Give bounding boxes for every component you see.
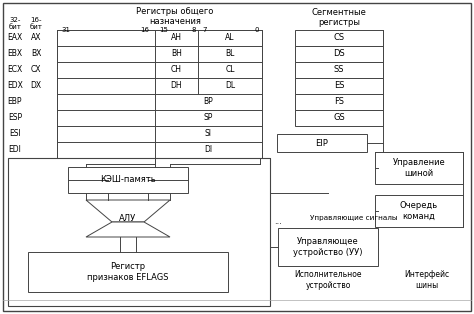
Bar [28,252,228,292]
Text: DH: DH [171,82,182,90]
Text: 7: 7 [202,27,207,33]
Text: BP: BP [204,98,213,106]
Bar [57,30,262,158]
Text: Исполнительное
устройство: Исполнительное устройство [294,270,362,290]
Bar [295,94,383,110]
Text: CH: CH [171,66,182,74]
Text: ESI: ESI [9,129,21,138]
Bar [295,46,383,62]
Text: Управление
шиной: Управление шиной [392,158,446,178]
Text: Управляющие сигналы: Управляющие сигналы [310,215,398,221]
Text: BH: BH [171,50,182,58]
Text: FS: FS [334,98,344,106]
Bar [295,30,383,46]
Text: КЭШ-память: КЭШ-память [100,176,156,185]
Bar [277,134,367,152]
Bar [295,110,383,126]
Text: DS: DS [333,50,345,58]
Polygon shape [86,222,170,237]
Bar [278,228,378,266]
Text: GS: GS [333,113,345,122]
Text: Управляющее
устройство (УУ): Управляющее устройство (УУ) [293,237,363,257]
Text: 16-
бит: 16- бит [29,17,43,30]
Text: SP: SP [204,113,213,122]
Text: ES: ES [334,82,344,90]
Text: EIP: EIP [316,138,328,148]
Text: BX: BX [31,50,41,58]
Text: ECX: ECX [8,66,23,74]
Text: CL: CL [225,66,235,74]
Bar [295,62,383,78]
Bar [295,78,383,94]
Text: DX: DX [30,82,42,90]
Text: 31: 31 [61,27,70,33]
Text: CX: CX [31,66,41,74]
Bar [375,152,463,184]
Text: 16: 16 [140,27,149,33]
Text: Регистр
признаков EFLAGS: Регистр признаков EFLAGS [87,262,169,282]
Bar [68,167,188,193]
Text: 15: 15 [159,27,168,33]
Bar [8,158,270,306]
Text: Сегментные
регистры: Сегментные регистры [311,8,366,27]
Text: EAX: EAX [8,34,23,42]
Polygon shape [86,200,170,222]
Text: Интерфейс
шины: Интерфейс шины [404,270,449,290]
Text: EDI: EDI [9,145,21,154]
Text: 0: 0 [255,27,259,33]
Text: Очередь
команд: Очередь команд [400,201,438,221]
Bar [375,195,463,227]
Text: SS: SS [334,66,344,74]
Text: ...: ... [274,218,282,226]
Text: AL: AL [225,34,235,42]
Text: Регистры общего
назначения: Регистры общего назначения [137,7,214,26]
Text: AX: AX [31,34,41,42]
Text: DI: DI [204,145,212,154]
Text: SI: SI [205,129,212,138]
Text: EBP: EBP [8,98,22,106]
Text: ESP: ESP [8,113,22,122]
Text: 8: 8 [192,27,196,33]
Text: EDX: EDX [7,82,23,90]
Text: АЛУ: АЛУ [119,214,137,223]
Text: AH: AH [171,34,182,42]
Text: DL: DL [225,82,235,90]
Text: BL: BL [225,50,235,58]
Text: 32-
бит: 32- бит [9,17,21,30]
Text: CS: CS [333,34,345,42]
Text: EBX: EBX [8,50,23,58]
